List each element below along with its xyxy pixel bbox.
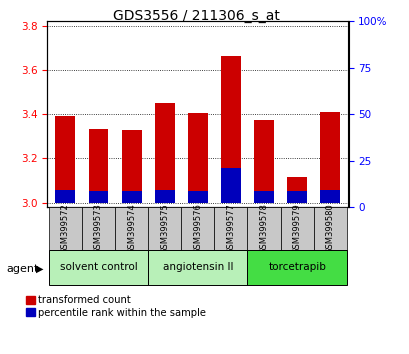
Bar (115, 207, 148, 250)
Bar (121, 191, 141, 203)
Text: GSM399574: GSM399574 (127, 203, 136, 254)
Bar (319, 190, 339, 203)
Bar (148, 207, 181, 250)
Bar (313, 207, 346, 250)
Bar (82, 207, 115, 250)
Bar (88, 191, 108, 203)
Bar (319, 112, 339, 203)
Text: torcetrapib: torcetrapib (267, 262, 325, 272)
Text: GSM399577: GSM399577 (226, 203, 235, 254)
Bar (187, 113, 207, 203)
Text: GSM399579: GSM399579 (292, 203, 301, 254)
Bar (254, 191, 273, 203)
Text: GSM399572: GSM399572 (61, 203, 70, 254)
Legend: transformed count, percentile rank within the sample: transformed count, percentile rank withi… (25, 295, 206, 318)
Text: agent: agent (6, 264, 38, 274)
Text: GSM399576: GSM399576 (193, 203, 202, 254)
Bar (187, 191, 207, 203)
Bar (55, 190, 75, 203)
Bar (181, 207, 214, 250)
Bar (155, 103, 174, 203)
Bar (49, 207, 82, 250)
Bar (148, 250, 247, 285)
Bar (55, 116, 75, 203)
Text: GSM399573: GSM399573 (94, 203, 103, 254)
Text: solvent control: solvent control (59, 262, 137, 272)
Bar (287, 191, 306, 203)
Text: GDS3556 / 211306_s_at: GDS3556 / 211306_s_at (113, 9, 280, 23)
Bar (280, 207, 313, 250)
Bar (88, 129, 108, 203)
Bar (155, 190, 174, 203)
Bar (287, 177, 306, 203)
Text: ▶: ▶ (36, 264, 44, 274)
Bar (121, 130, 141, 203)
Bar (49, 250, 148, 285)
Bar (220, 56, 240, 203)
Text: GSM399575: GSM399575 (160, 203, 169, 254)
Bar (247, 250, 346, 285)
Text: angiotensin II: angiotensin II (162, 262, 232, 272)
Text: GSM399580: GSM399580 (325, 203, 334, 254)
Bar (214, 207, 247, 250)
Text: GSM399578: GSM399578 (259, 203, 268, 254)
Bar (220, 169, 240, 203)
Bar (247, 207, 280, 250)
Bar (254, 120, 273, 203)
